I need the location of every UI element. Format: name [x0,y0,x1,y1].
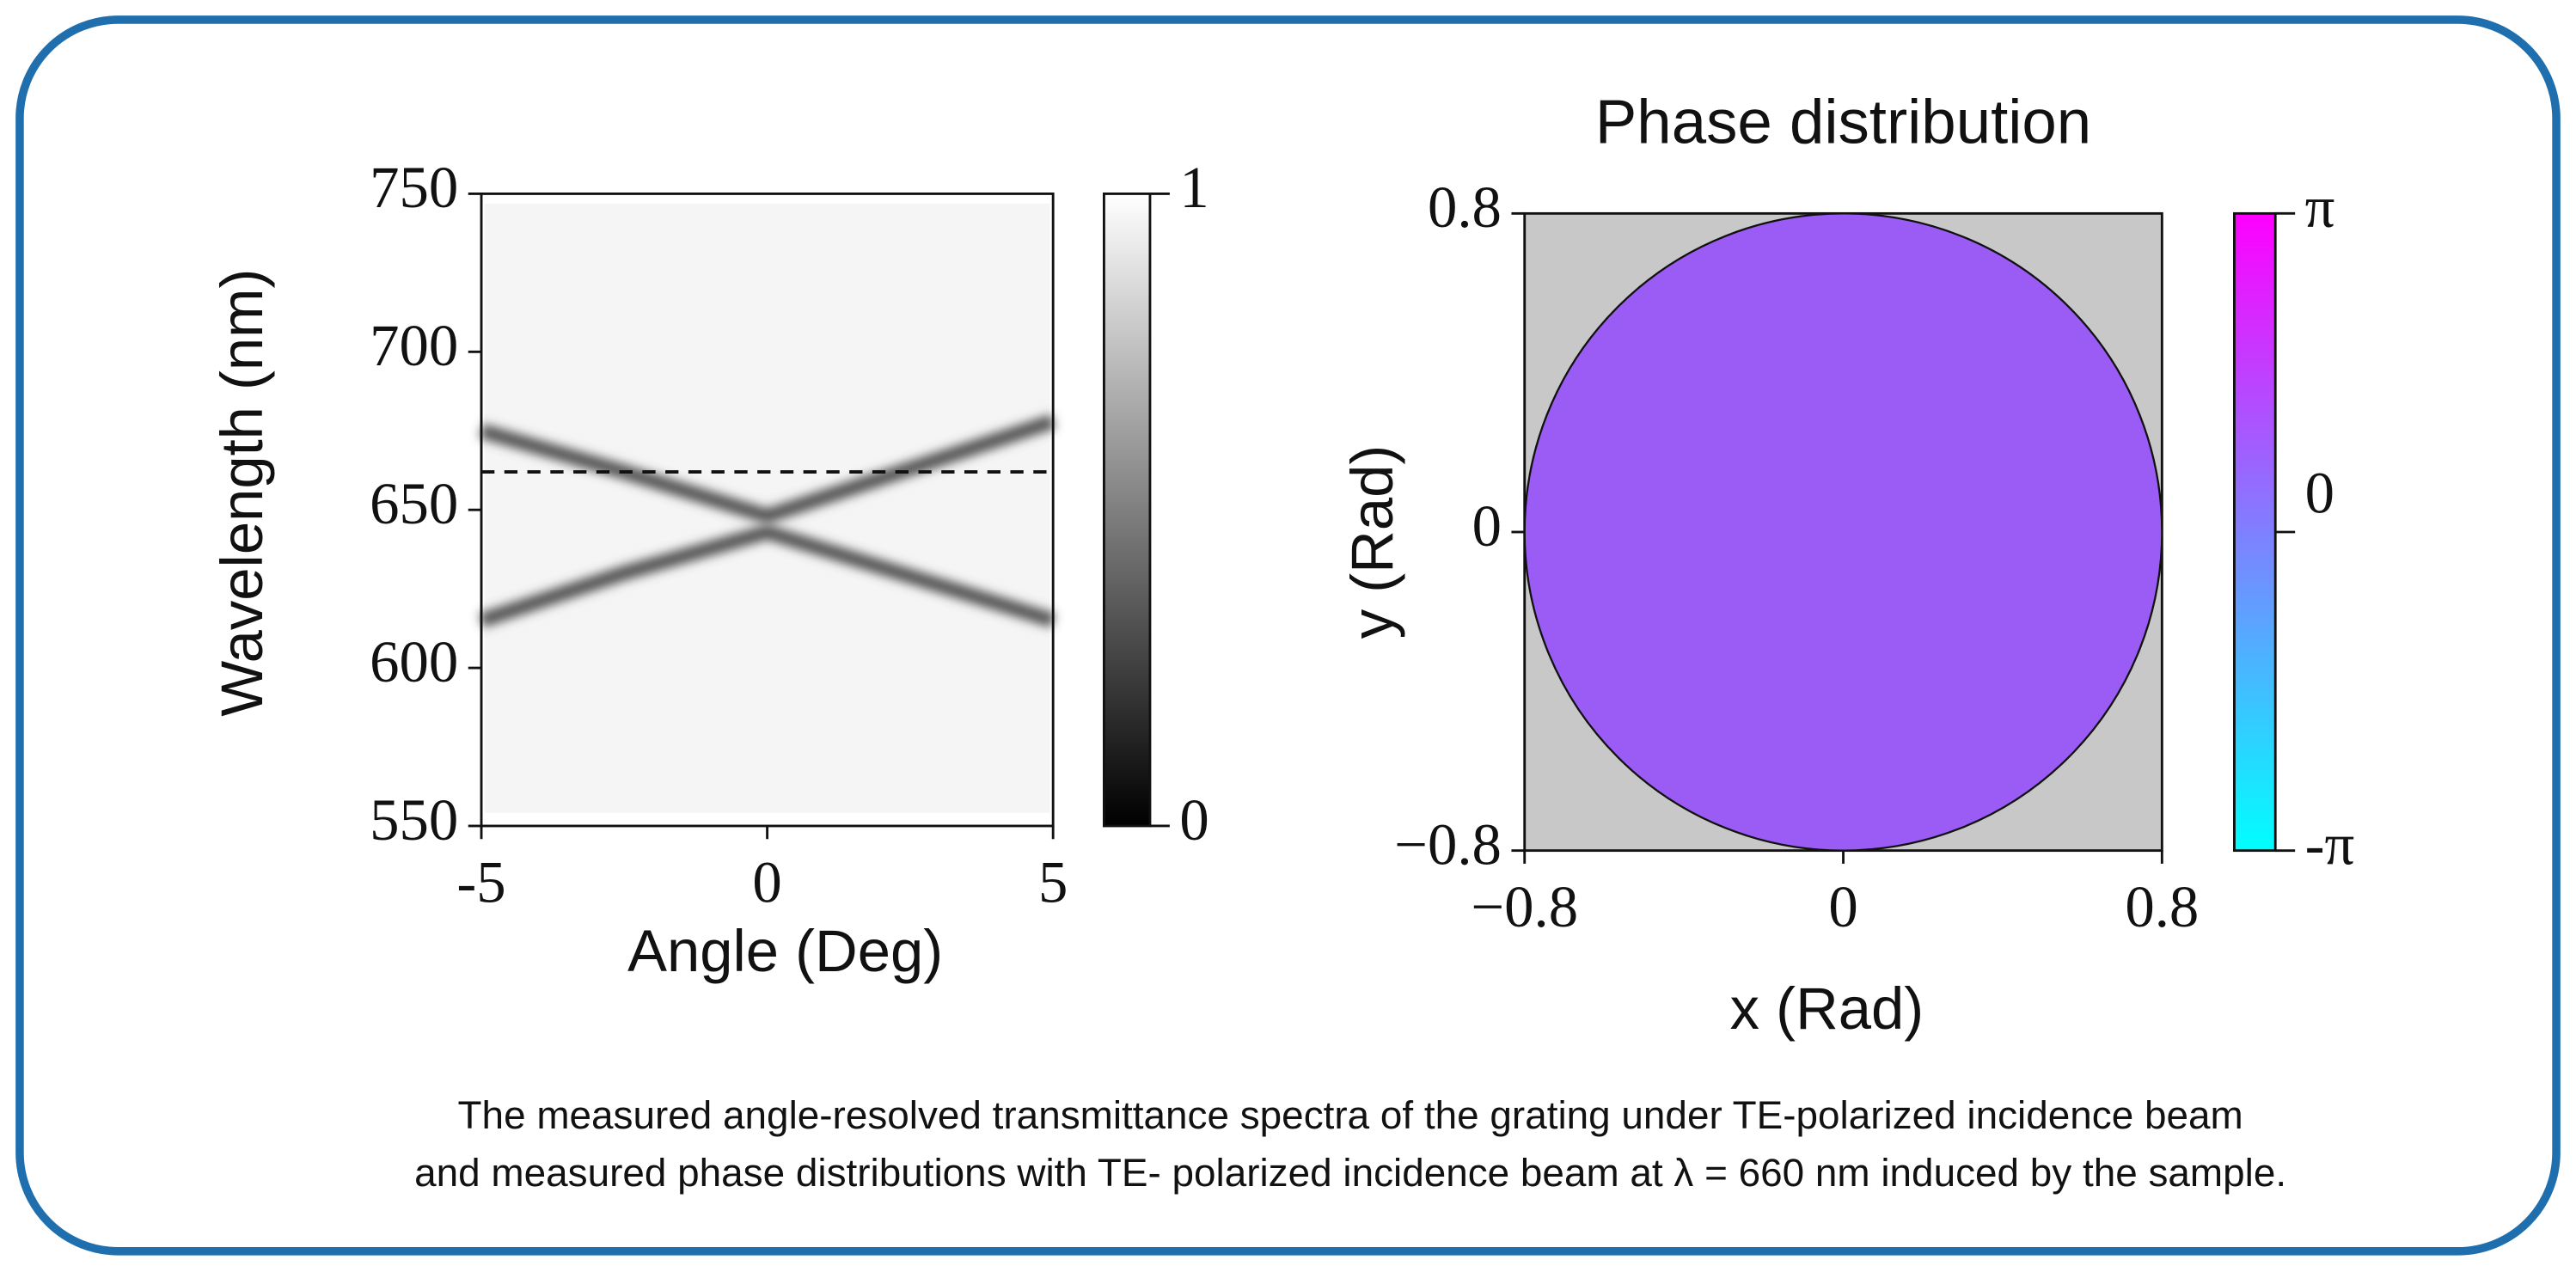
phase-disk [1523,212,2163,852]
colorbar-tick-label: 0 [1179,787,1208,853]
colorbar [2233,211,2277,853]
colorbar [1102,193,1152,828]
spectrum-background [484,203,1050,813]
plot-frame [480,193,1055,828]
y-tick-label: 700 [370,313,458,378]
x-axis-label: Angle (Deg) [627,918,943,984]
chart-title: Phase distribution [1595,87,2091,156]
y-tick-label: −0.8 [1394,811,1502,877]
transmission-band [479,414,1055,524]
y-tick-label: 0 [1472,493,1502,559]
colorbar-tick-label: 0 [2305,461,2334,526]
y-tick-label: 600 [370,629,458,694]
y-tick-label: 750 [370,155,458,220]
y-tick-label: 650 [370,471,458,536]
y-tick-label: 550 [370,787,458,853]
y-axis-label: y (Rad) [1339,445,1405,639]
colorbar-tick-label: π [2305,174,2335,240]
caption: and measured phase distributions with TE… [414,1150,2286,1195]
x-tick-label: -5 [456,849,505,914]
colorbar-tick-label: 1 [1179,155,1208,220]
x-axis-label: x (Rad) [1730,975,1924,1042]
x-tick-label: 0 [1828,874,1857,939]
x-tick-label: 0.8 [2125,874,2199,939]
colorbar-tick-label: -π [2305,811,2355,877]
y-axis-label: Wavelength (nm) [209,269,275,717]
y-tick-label: 0.8 [1428,174,1502,240]
x-tick-label: 0 [752,849,781,914]
x-tick-label: 5 [1038,849,1068,914]
x-tick-label: −0.8 [1471,874,1578,939]
transmission-band [479,523,1055,628]
caption: The measured angle-resolved transmittanc… [458,1092,2243,1137]
